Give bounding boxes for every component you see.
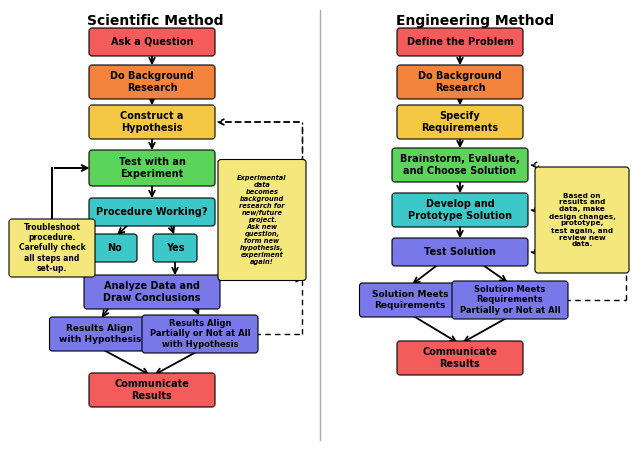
Text: Specify
Requirements: Specify Requirements (421, 111, 499, 133)
Text: Experimental
data
becomes
background
research for
new/future
project.
Ask new
qu: Experimental data becomes background res… (237, 175, 287, 265)
FancyBboxPatch shape (397, 105, 523, 139)
FancyBboxPatch shape (89, 373, 215, 407)
FancyBboxPatch shape (9, 219, 95, 277)
Text: Do Background
Research: Do Background Research (418, 71, 502, 93)
FancyBboxPatch shape (89, 105, 215, 139)
FancyBboxPatch shape (392, 238, 528, 266)
FancyBboxPatch shape (89, 28, 215, 56)
FancyBboxPatch shape (218, 159, 306, 281)
Text: Results Align
with Hypothesis: Results Align with Hypothesis (59, 324, 141, 343)
FancyBboxPatch shape (89, 150, 215, 186)
Text: Ask a Question: Ask a Question (111, 37, 193, 47)
Text: Solution Meets
Requirements: Solution Meets Requirements (372, 291, 448, 310)
Text: Test with an
Experiment: Test with an Experiment (118, 157, 186, 179)
Text: Communicate
Results: Communicate Results (115, 379, 189, 401)
FancyBboxPatch shape (93, 234, 137, 262)
Text: Engineering Method: Engineering Method (396, 14, 554, 28)
FancyBboxPatch shape (452, 281, 568, 319)
FancyBboxPatch shape (89, 65, 215, 99)
Text: Do Background
Research: Do Background Research (110, 71, 194, 93)
Text: Based on
results and
data, make
design changes,
prototype,
test again, and
revie: Based on results and data, make design c… (548, 193, 616, 247)
FancyBboxPatch shape (153, 234, 197, 262)
Text: Yes: Yes (166, 243, 184, 253)
FancyBboxPatch shape (89, 198, 215, 226)
Text: Brainstorm, Evaluate,
and Choose Solution: Brainstorm, Evaluate, and Choose Solutio… (400, 154, 520, 176)
FancyBboxPatch shape (142, 315, 258, 353)
FancyBboxPatch shape (397, 341, 523, 375)
Text: Scientific Method: Scientific Method (87, 14, 223, 28)
FancyBboxPatch shape (392, 193, 528, 227)
FancyBboxPatch shape (535, 167, 629, 273)
FancyBboxPatch shape (49, 317, 150, 351)
Text: Develop and
Prototype Solution: Develop and Prototype Solution (408, 199, 512, 221)
Text: No: No (108, 243, 122, 253)
Text: Solution Meets
Requirements
Partially or Not at All: Solution Meets Requirements Partially or… (460, 285, 560, 315)
Text: Construct a
Hypothesis: Construct a Hypothesis (120, 111, 184, 133)
Text: Define the Problem: Define the Problem (406, 37, 513, 47)
Text: Results Align
Partially or Not at All
with Hypothesis: Results Align Partially or Not at All wi… (150, 319, 250, 349)
FancyBboxPatch shape (397, 65, 523, 99)
Text: Communicate
Results: Communicate Results (422, 347, 497, 369)
FancyBboxPatch shape (392, 148, 528, 182)
FancyBboxPatch shape (397, 28, 523, 56)
Text: Procedure Working?: Procedure Working? (96, 207, 208, 217)
FancyBboxPatch shape (84, 275, 220, 309)
Text: Troubleshoot
procedure.
Carefully check
all steps and
set-up.: Troubleshoot procedure. Carefully check … (19, 223, 85, 273)
Text: Analyze Data and
Draw Conclusions: Analyze Data and Draw Conclusions (103, 281, 201, 303)
FancyBboxPatch shape (360, 283, 461, 317)
Text: Test Solution: Test Solution (424, 247, 496, 257)
